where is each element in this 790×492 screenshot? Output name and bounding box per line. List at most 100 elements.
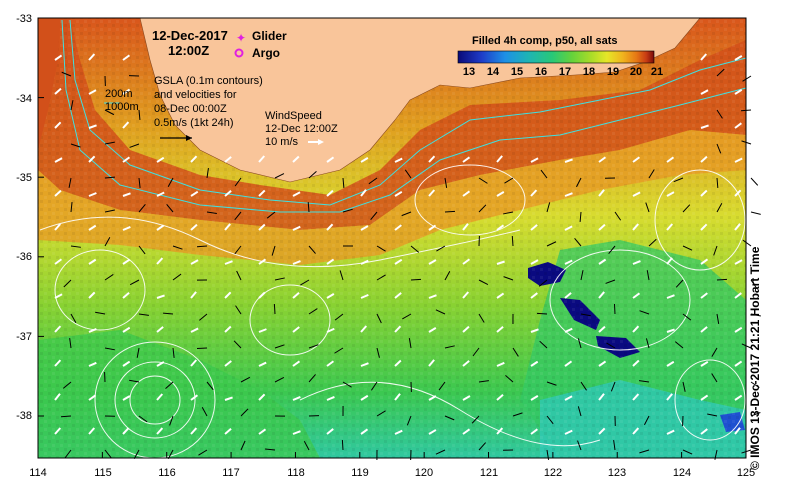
wind-arrow bbox=[88, 361, 97, 367]
wind-scale-label: 10 m/s bbox=[265, 136, 299, 148]
current-arrow bbox=[104, 141, 115, 145]
colorbar-tick-label: 18 bbox=[582, 66, 596, 78]
glider-legend-label: Glider bbox=[252, 29, 287, 43]
current-arrow bbox=[165, 381, 174, 390]
current-arrow bbox=[546, 202, 551, 213]
wind-arrow bbox=[360, 325, 368, 333]
current-arrow bbox=[104, 237, 111, 247]
current-arrow bbox=[240, 440, 246, 451]
current-arrow bbox=[376, 347, 380, 358]
wind-arrow bbox=[700, 53, 708, 61]
current-arrow bbox=[233, 340, 242, 349]
wind-arrow bbox=[88, 394, 97, 401]
wind-arrow bbox=[700, 394, 709, 401]
wind-arrow bbox=[496, 326, 504, 333]
wind-arrow bbox=[224, 291, 232, 299]
current-arrow bbox=[410, 278, 422, 281]
current-arrow bbox=[750, 412, 761, 417]
current-arrow bbox=[172, 273, 182, 281]
wind-arrow bbox=[598, 360, 607, 367]
current-arrow bbox=[266, 211, 276, 219]
wind-arrow bbox=[258, 291, 266, 299]
current-arrow bbox=[370, 211, 378, 221]
current-arrow bbox=[63, 279, 72, 288]
wind-arrow bbox=[496, 224, 505, 231]
current-arrow bbox=[274, 173, 285, 179]
wind-arrow bbox=[632, 260, 641, 265]
wind-arrow bbox=[190, 291, 197, 299]
current-arrow bbox=[435, 449, 446, 455]
current-arrow bbox=[138, 177, 141, 188]
wind-arrow bbox=[394, 258, 403, 265]
current-arrow bbox=[162, 312, 174, 315]
wind-arrow bbox=[530, 259, 539, 265]
current-arrow bbox=[580, 313, 591, 317]
wind-arrow bbox=[360, 157, 369, 163]
wind-arrow bbox=[530, 395, 539, 401]
current-arrow bbox=[206, 381, 214, 391]
map-date: 12-Dec-2017 bbox=[152, 28, 228, 43]
current-arrow bbox=[512, 412, 523, 417]
y-tick-label: -36 bbox=[16, 251, 32, 263]
wind-arrow bbox=[394, 292, 402, 299]
current-arrow bbox=[368, 177, 378, 185]
wind-arrow bbox=[292, 360, 301, 367]
current-arrow bbox=[435, 309, 446, 315]
current-arrow bbox=[580, 270, 584, 281]
wind-arrow bbox=[258, 428, 267, 435]
wind-arrow bbox=[496, 361, 505, 367]
current-arrow bbox=[274, 376, 285, 383]
wind-arrow bbox=[700, 155, 708, 163]
wind-arrow bbox=[530, 189, 538, 197]
wind-arrow bbox=[54, 258, 63, 265]
wind-label-2: 12-Dec 12:00Z bbox=[265, 123, 338, 135]
current-arrow bbox=[444, 415, 455, 421]
wind-arrow bbox=[54, 359, 62, 367]
wind-arrow bbox=[54, 121, 62, 129]
current-arrow bbox=[742, 75, 752, 82]
current-arrow bbox=[716, 143, 722, 154]
wind-arrow bbox=[598, 291, 605, 299]
wind-arrow bbox=[700, 326, 708, 333]
wind-arrow bbox=[462, 156, 471, 163]
wind-arrow bbox=[428, 429, 437, 435]
wind-arrow bbox=[734, 189, 742, 197]
current-arrow bbox=[503, 276, 514, 281]
wind-arrow bbox=[258, 155, 266, 163]
current-arrow bbox=[478, 279, 489, 286]
current-arrow bbox=[376, 274, 386, 281]
current-arrow bbox=[579, 211, 582, 223]
current-arrow bbox=[643, 415, 650, 426]
current-arrow bbox=[206, 211, 217, 215]
current-arrow bbox=[129, 143, 140, 148]
wind-arrow bbox=[292, 326, 300, 333]
wind-arrow bbox=[54, 223, 62, 231]
current-arrow bbox=[682, 245, 693, 251]
wind-arrow bbox=[88, 328, 97, 333]
wind-arrow bbox=[734, 360, 743, 367]
x-tick-label: 121 bbox=[479, 467, 499, 479]
current-arrow bbox=[300, 279, 310, 286]
current-arrow bbox=[402, 313, 412, 320]
wind-arrow bbox=[122, 88, 131, 95]
x-tick-label: 124 bbox=[672, 467, 692, 479]
wind-arrow bbox=[734, 54, 743, 61]
wind-arrow bbox=[428, 326, 437, 333]
current-arrow bbox=[546, 381, 557, 386]
current-arrow bbox=[577, 338, 582, 349]
wind-arrow bbox=[190, 394, 199, 401]
gsla-label-2: and velocities for bbox=[154, 89, 237, 101]
wind-arrow bbox=[122, 326, 131, 333]
wind-arrow bbox=[224, 223, 231, 231]
current-arrow bbox=[138, 313, 149, 316]
current-arrow bbox=[376, 313, 382, 324]
wind-arrow bbox=[734, 259, 743, 265]
wind-arrow bbox=[530, 360, 539, 367]
wind-arrow bbox=[360, 362, 369, 367]
wind-arrow bbox=[88, 192, 97, 197]
current-arrow bbox=[307, 201, 310, 213]
wind-arrow bbox=[326, 223, 334, 231]
wind-arrow bbox=[292, 291, 300, 299]
wind-arrow bbox=[564, 259, 573, 265]
wind-arrow bbox=[122, 360, 131, 367]
